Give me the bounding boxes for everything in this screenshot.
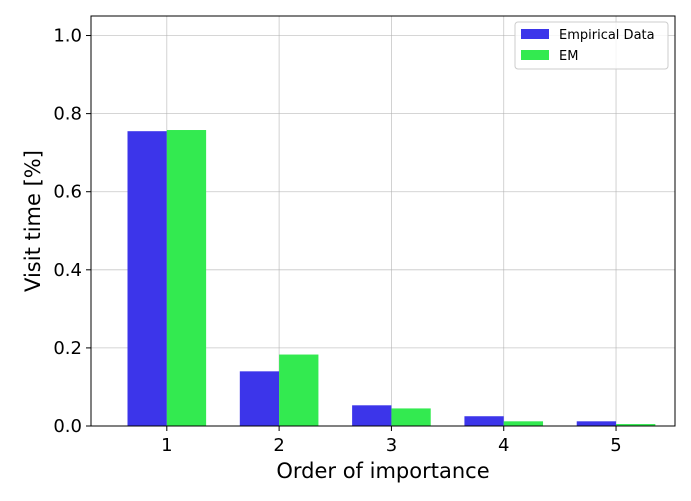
x-tick-label: 4 bbox=[498, 435, 509, 456]
axis-ticks: 0.0 0.2 0.4 0.6 0.8 1.0 1 2 3 4 5 bbox=[53, 26, 621, 456]
x-tick-label: 1 bbox=[161, 435, 172, 456]
y-tick-label: 0.2 bbox=[53, 338, 82, 359]
bar-empirical-data-3 bbox=[352, 405, 392, 426]
x-tick-label: 3 bbox=[386, 435, 397, 456]
y-tick-label: 1.0 bbox=[53, 26, 82, 47]
x-tick-label: 5 bbox=[610, 435, 621, 456]
legend-label-em: EM bbox=[559, 49, 578, 64]
y-tick-label: 0.6 bbox=[53, 182, 82, 203]
legend-swatch-empirical-data bbox=[521, 29, 549, 39]
x-tick-label: 2 bbox=[273, 435, 284, 456]
bar-empirical-data-5 bbox=[576, 421, 617, 426]
y-axis-label: Visit time [%] bbox=[21, 150, 45, 292]
bar-empirical-data-4 bbox=[464, 416, 504, 426]
bar-em-1 bbox=[166, 130, 207, 426]
y-tick-label: 0.4 bbox=[53, 260, 82, 281]
y-tick-label: 0.8 bbox=[53, 104, 82, 125]
bars bbox=[127, 130, 656, 426]
x-axis-label: Order of importance bbox=[276, 459, 489, 483]
y-tick-label: 0.0 bbox=[53, 416, 82, 437]
legend-label-empirical-data: Empirical Data bbox=[559, 28, 655, 43]
plot-frame bbox=[90, 15, 676, 427]
bar-empirical-data-1 bbox=[127, 131, 167, 426]
legend: Empirical Data EM bbox=[514, 21, 669, 70]
bar-em-5 bbox=[616, 424, 656, 426]
bar-em-3 bbox=[391, 408, 431, 426]
bar-em-2 bbox=[279, 354, 319, 426]
legend-swatch-em bbox=[521, 50, 549, 60]
bar-empirical-data-2 bbox=[239, 371, 280, 426]
bar-em-4 bbox=[503, 421, 544, 426]
legend-box bbox=[514, 21, 669, 70]
